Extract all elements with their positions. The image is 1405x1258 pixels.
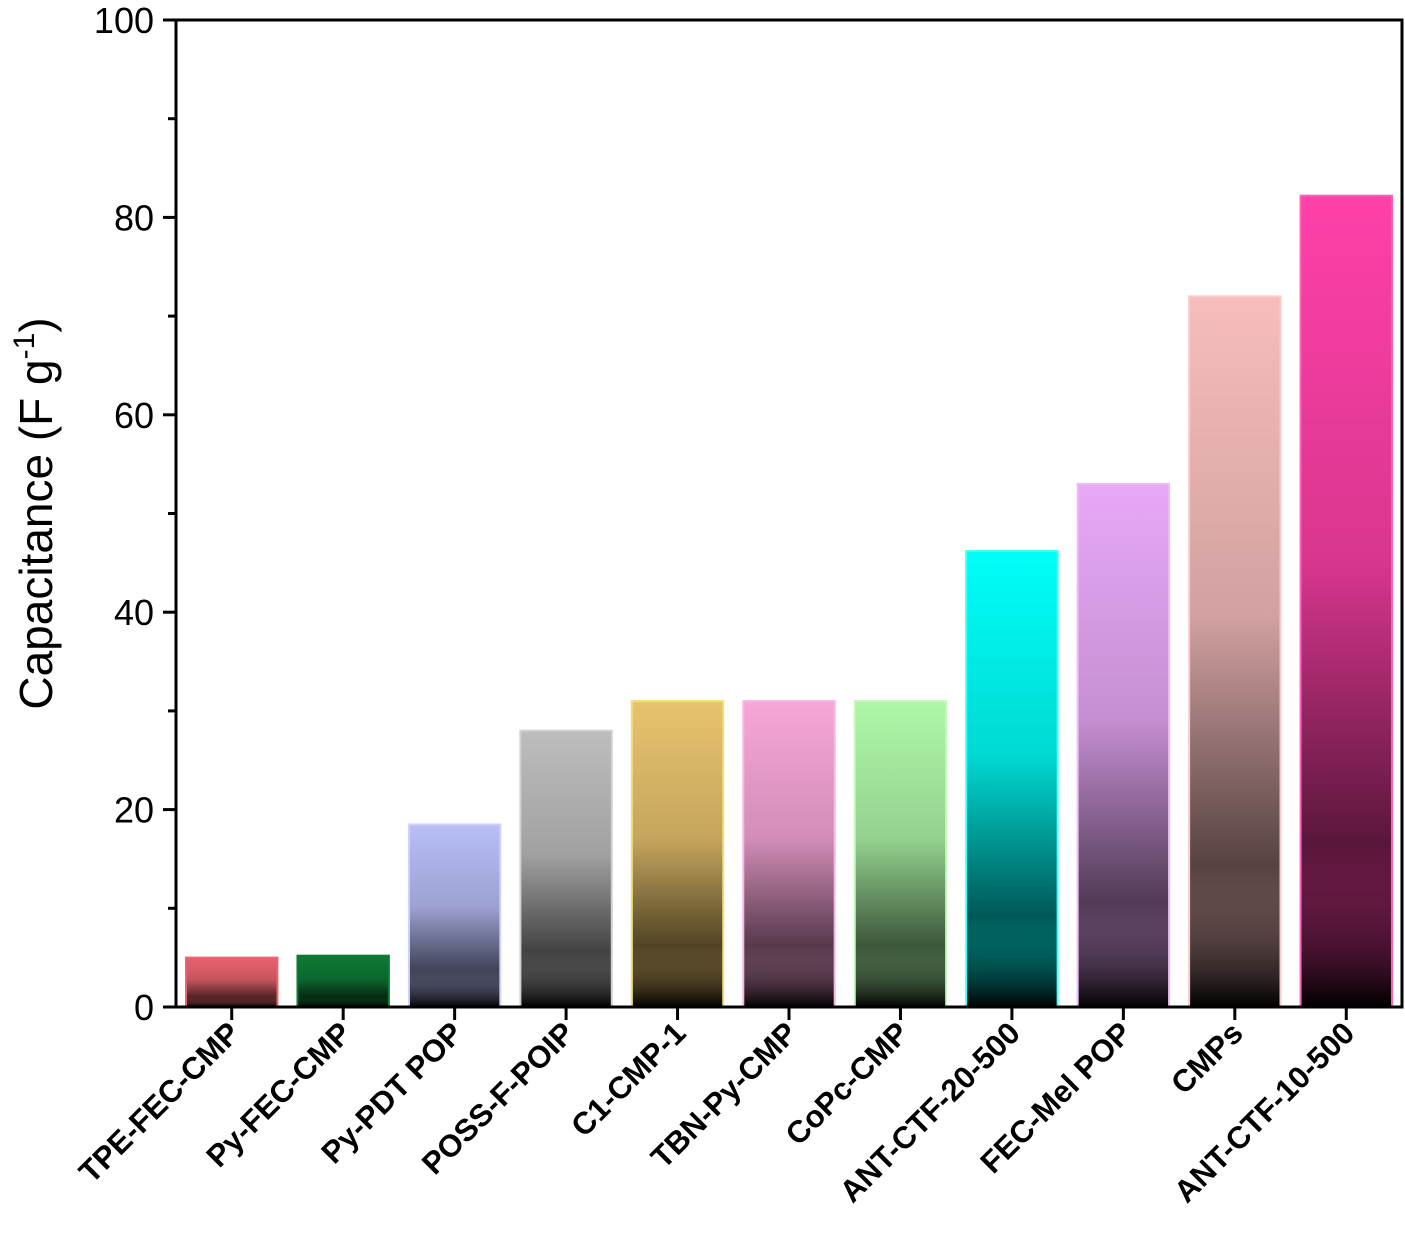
bar-py-fec-cmp xyxy=(296,954,390,1009)
y-tick-label: 20 xyxy=(114,790,154,831)
x-tick-label: CMPs xyxy=(1164,1015,1250,1101)
y-tick-label: 60 xyxy=(114,395,154,436)
bar-copc-cmp xyxy=(853,700,948,1009)
y-axis: 0 20 40 60 80 100 xyxy=(94,0,176,1028)
bar-tpe-fec-cmp xyxy=(185,956,279,1009)
y-axis-title: Capacitance (F g-1) xyxy=(8,317,62,709)
y-tick-label: 0 xyxy=(134,987,154,1028)
bar-ant-ctf-10-500 xyxy=(1299,194,1393,1009)
bar-fec-mel-pop xyxy=(1076,482,1171,1008)
bar-py-pdt-pop xyxy=(407,823,502,1009)
bars-group xyxy=(185,194,1393,1009)
y-axis-title-superscript: -1 xyxy=(8,333,41,360)
bar-tbn-py-cmp xyxy=(742,700,836,1009)
bar-cmps xyxy=(1188,295,1282,1008)
y-tick-label: 100 xyxy=(94,0,154,41)
plot-frame xyxy=(174,18,1404,1009)
bar-poss-f-poip xyxy=(519,729,613,1008)
bar-ant-ctf-20-500 xyxy=(965,550,1059,1008)
y-tick-label: 80 xyxy=(114,197,154,238)
bar-c1-cmp-1 xyxy=(630,700,725,1009)
y-tick-label: 40 xyxy=(114,592,154,633)
